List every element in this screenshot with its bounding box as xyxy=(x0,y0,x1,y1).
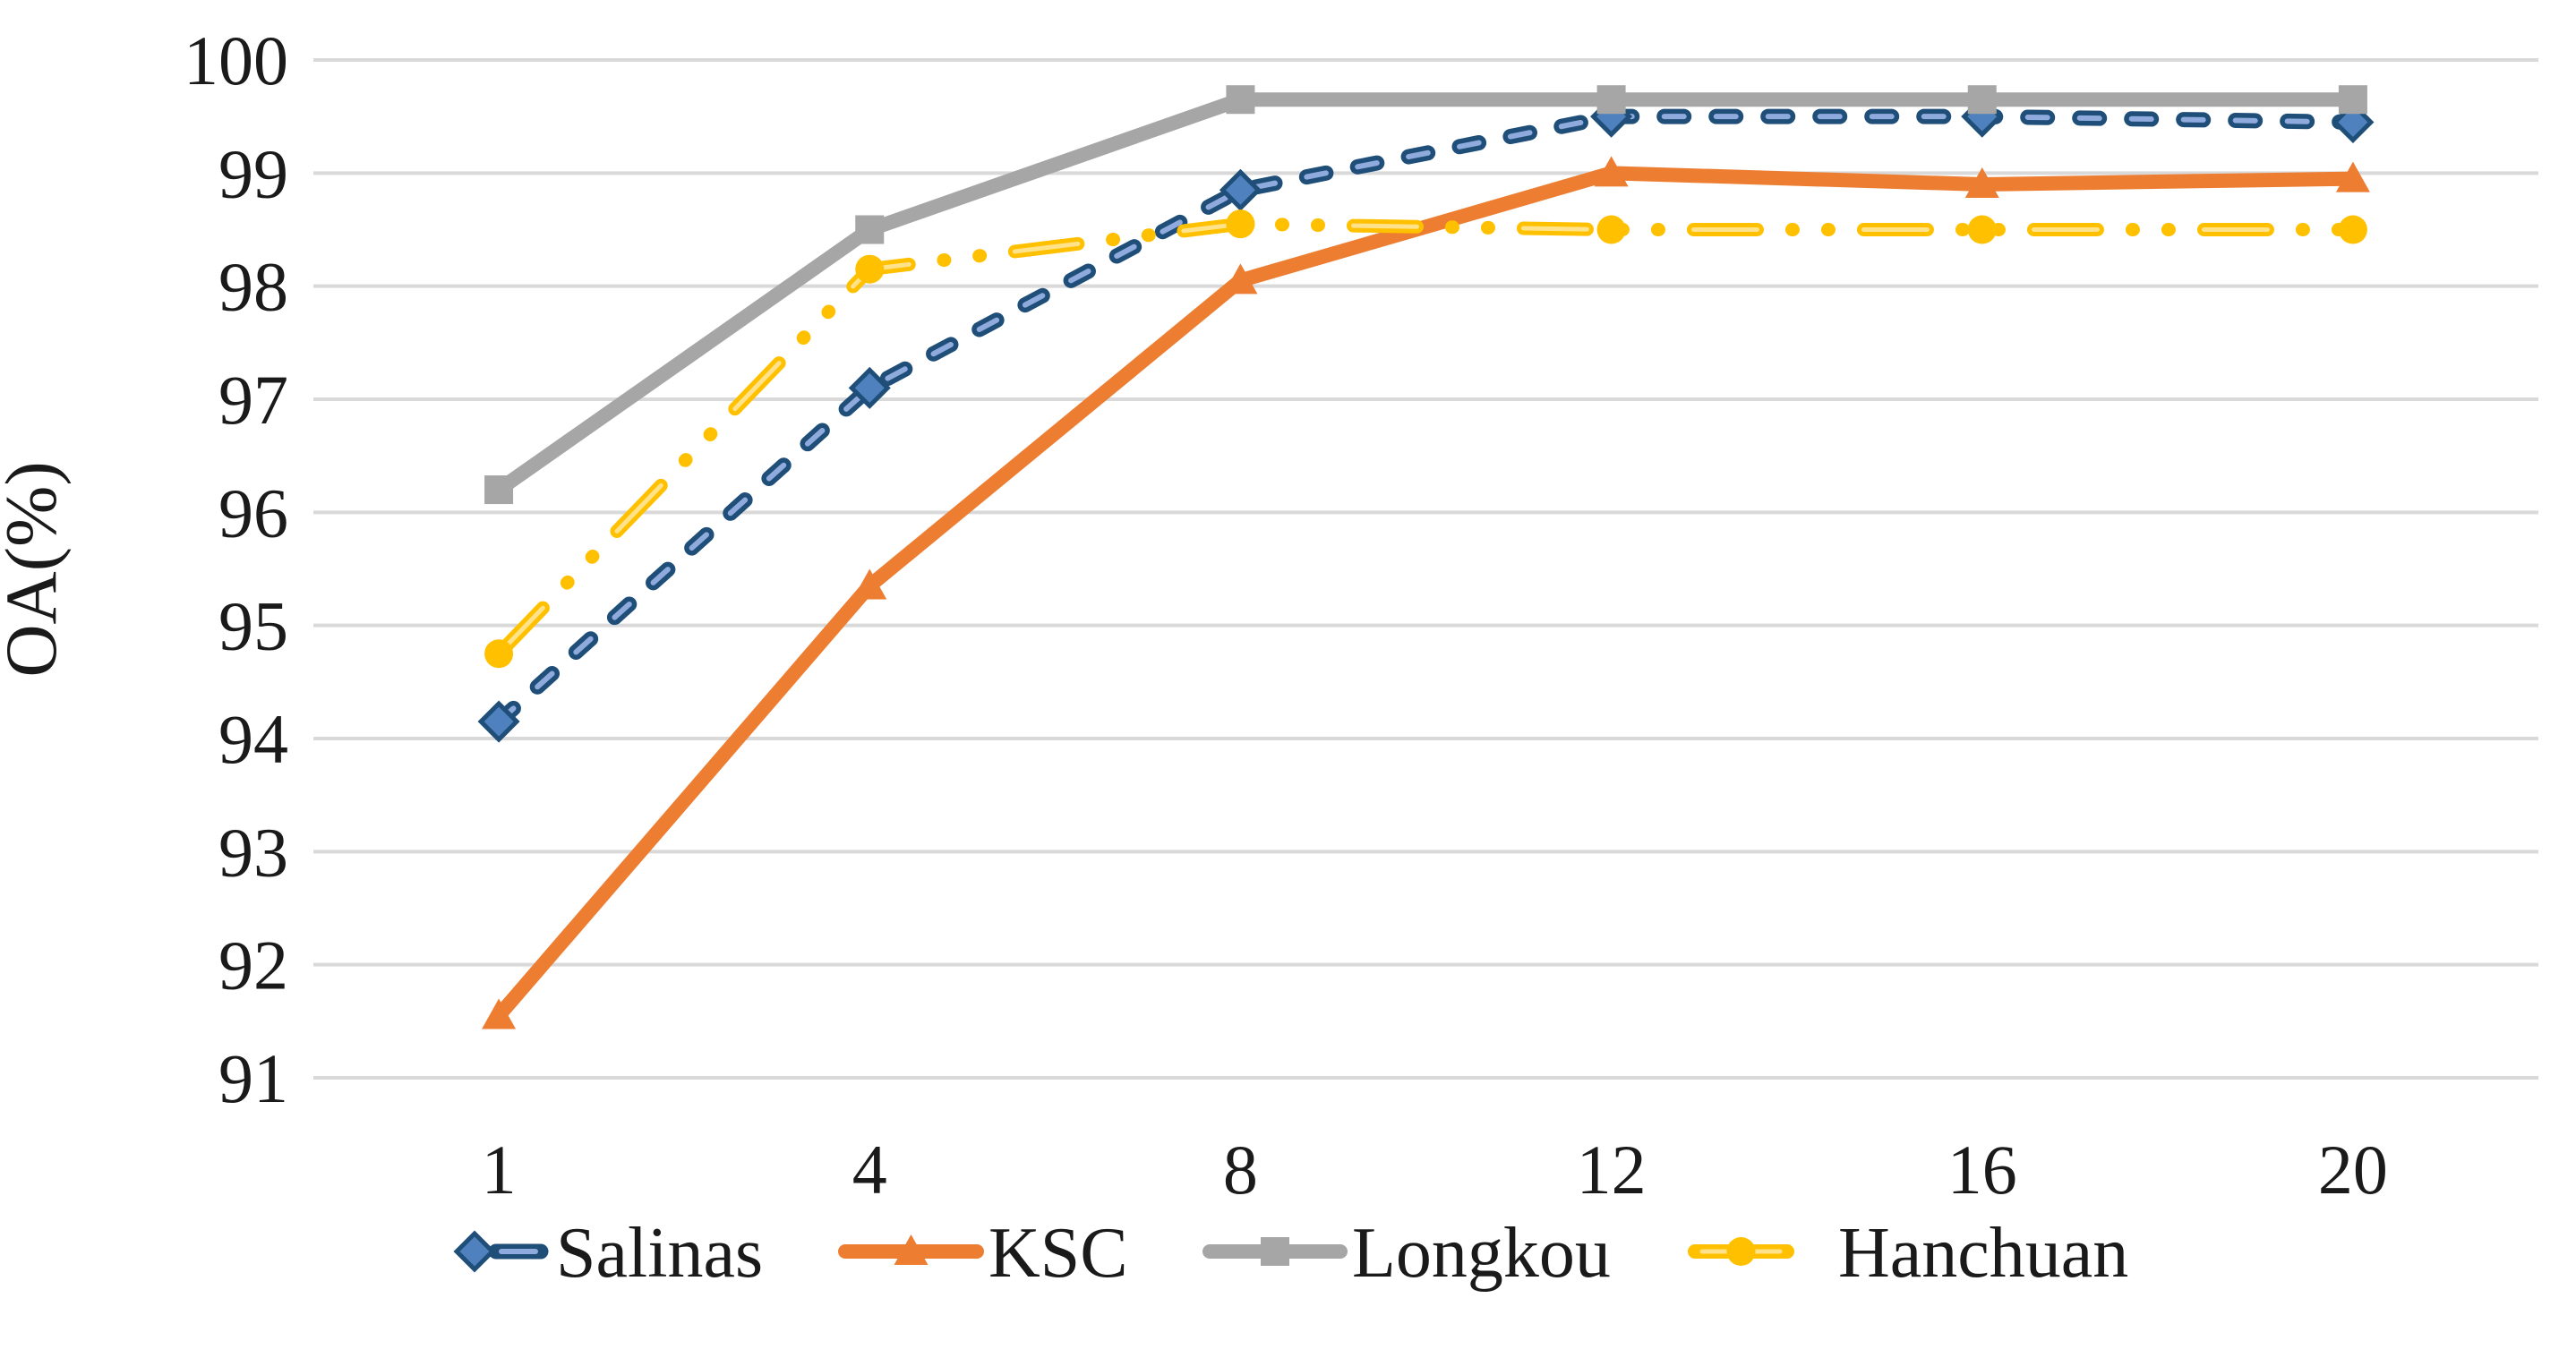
y-tick-label: 92 xyxy=(218,927,288,1004)
series-group xyxy=(477,85,2375,1029)
marker-square xyxy=(1226,85,1255,115)
marker-triangle xyxy=(1964,167,1999,198)
legend-item-salinas: Salinas xyxy=(453,1214,763,1293)
marker-square xyxy=(2338,85,2367,115)
series-line-core-salinas xyxy=(496,114,2356,725)
marker-circle xyxy=(484,639,514,669)
y-axis-title: OA(%) xyxy=(0,461,72,677)
marker-circle xyxy=(1726,1237,1756,1266)
y-tick-labels: 100 99 98 97 96 95 94 93 92 91 xyxy=(184,21,288,1117)
marker-diamond xyxy=(848,366,891,409)
series-line-core-hanchuan xyxy=(496,221,2356,656)
y-tick-label: 98 xyxy=(218,248,288,326)
marker-diamond xyxy=(1219,168,1262,211)
series-line-longkou xyxy=(494,92,2353,496)
marker-circle xyxy=(1226,209,1255,239)
legend-item-hanchuan: Hanchuan xyxy=(1688,1214,2128,1293)
marker-circle xyxy=(1596,215,1626,244)
marker-square xyxy=(855,215,885,244)
marker-triangle xyxy=(894,1234,929,1265)
series-line-salinas xyxy=(491,108,2361,730)
marker-triangle xyxy=(2335,161,2370,192)
marker-triangle xyxy=(1594,156,1629,187)
marker-circle xyxy=(1967,215,1997,244)
marker-square xyxy=(1261,1237,1289,1266)
y-tick-label: 99 xyxy=(218,134,288,212)
legend-label-salinas: Salinas xyxy=(556,1214,763,1293)
marker-circle xyxy=(2338,215,2367,244)
legend-label-ksc: KSC xyxy=(988,1214,1128,1293)
marker-diamond xyxy=(2332,100,2375,144)
y-tick-label: 93 xyxy=(218,813,288,891)
marker-diamond xyxy=(477,700,520,743)
marker-circle xyxy=(855,254,885,284)
legend-item-ksc: KSC xyxy=(838,1214,1128,1293)
x-tick-label: 16 xyxy=(1947,1131,2017,1209)
marker-triangle xyxy=(852,568,887,600)
marker-square xyxy=(484,475,514,505)
x-tick-labels: 1 4 8 12 16 20 xyxy=(482,1131,2388,1209)
y-tick-label: 95 xyxy=(218,587,288,665)
marker-square xyxy=(1596,85,1626,115)
legend-label-hanchuan: Hanchuan xyxy=(1838,1214,2128,1293)
y-tick-label: 96 xyxy=(218,474,288,551)
marker-triangle xyxy=(482,998,517,1029)
marker-diamond xyxy=(453,1230,496,1273)
x-tick-label: 1 xyxy=(482,1131,517,1209)
legend-label-longkou: Longkou xyxy=(1352,1214,1611,1293)
x-tick-label: 20 xyxy=(2318,1131,2388,1209)
legend: Salinas KSC Longkou Hanchuan xyxy=(453,1214,2128,1293)
marker-triangle xyxy=(1223,263,1258,295)
y-tick-label: 97 xyxy=(218,361,288,439)
x-tick-label: 12 xyxy=(1577,1131,1647,1209)
x-tick-label: 4 xyxy=(852,1131,887,1209)
y-tick-label: 91 xyxy=(218,1039,288,1117)
gridlines-group xyxy=(313,58,2538,1080)
marker-square xyxy=(1967,85,1997,115)
y-tick-label: 94 xyxy=(218,700,288,778)
legend-item-longkou: Longkou xyxy=(1202,1214,1611,1293)
y-tick-label: 100 xyxy=(184,21,288,99)
series-line-ksc xyxy=(493,166,2354,1021)
x-tick-label: 8 xyxy=(1223,1131,1258,1209)
